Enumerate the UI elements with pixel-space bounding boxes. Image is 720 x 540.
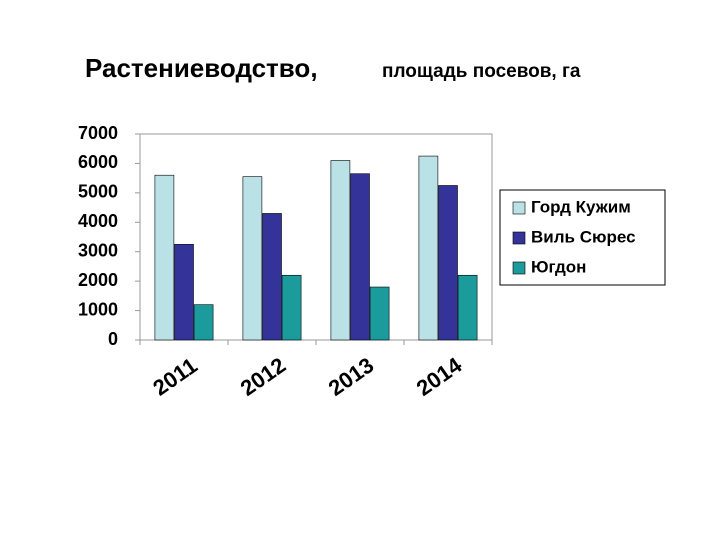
chart-subtitle: площадь посевов, га bbox=[382, 61, 581, 82]
legend-label: Горд Кужим bbox=[531, 197, 631, 216]
bar bbox=[281, 274, 302, 341]
bar bbox=[369, 286, 390, 341]
legend-label: Югдон bbox=[531, 257, 586, 276]
y-tick-label: 6000 bbox=[78, 152, 118, 172]
x-tick-label: 2012 bbox=[236, 352, 290, 401]
x-tick-label: 2011 bbox=[148, 353, 201, 401]
bar bbox=[242, 176, 263, 341]
bar bbox=[174, 244, 194, 341]
y-tick-label: 1000 bbox=[78, 299, 118, 319]
y-tick-label: 5000 bbox=[78, 182, 118, 202]
legend-swatch bbox=[512, 231, 526, 245]
bar bbox=[350, 173, 370, 341]
bar bbox=[330, 160, 351, 341]
legend-label: Виль Сюрес bbox=[531, 227, 636, 246]
bar bbox=[193, 304, 214, 341]
legend-box bbox=[499, 189, 666, 286]
bar bbox=[154, 174, 175, 341]
x-tick-label: 2014 bbox=[412, 352, 467, 401]
bar bbox=[457, 274, 478, 341]
legend-swatch bbox=[512, 261, 526, 275]
bar bbox=[262, 213, 282, 341]
bar bbox=[438, 185, 458, 341]
y-tick-label: 0 bbox=[108, 329, 118, 349]
bar bbox=[418, 155, 439, 341]
y-tick-label: 4000 bbox=[78, 211, 118, 231]
y-tick-label: 7000 bbox=[78, 123, 118, 143]
x-tick-label: 2013 bbox=[324, 352, 378, 401]
chart-title: Растениеводство, bbox=[85, 53, 318, 83]
legend-swatch bbox=[512, 201, 526, 215]
y-tick-label: 3000 bbox=[78, 240, 118, 260]
y-tick-label: 2000 bbox=[78, 270, 118, 290]
